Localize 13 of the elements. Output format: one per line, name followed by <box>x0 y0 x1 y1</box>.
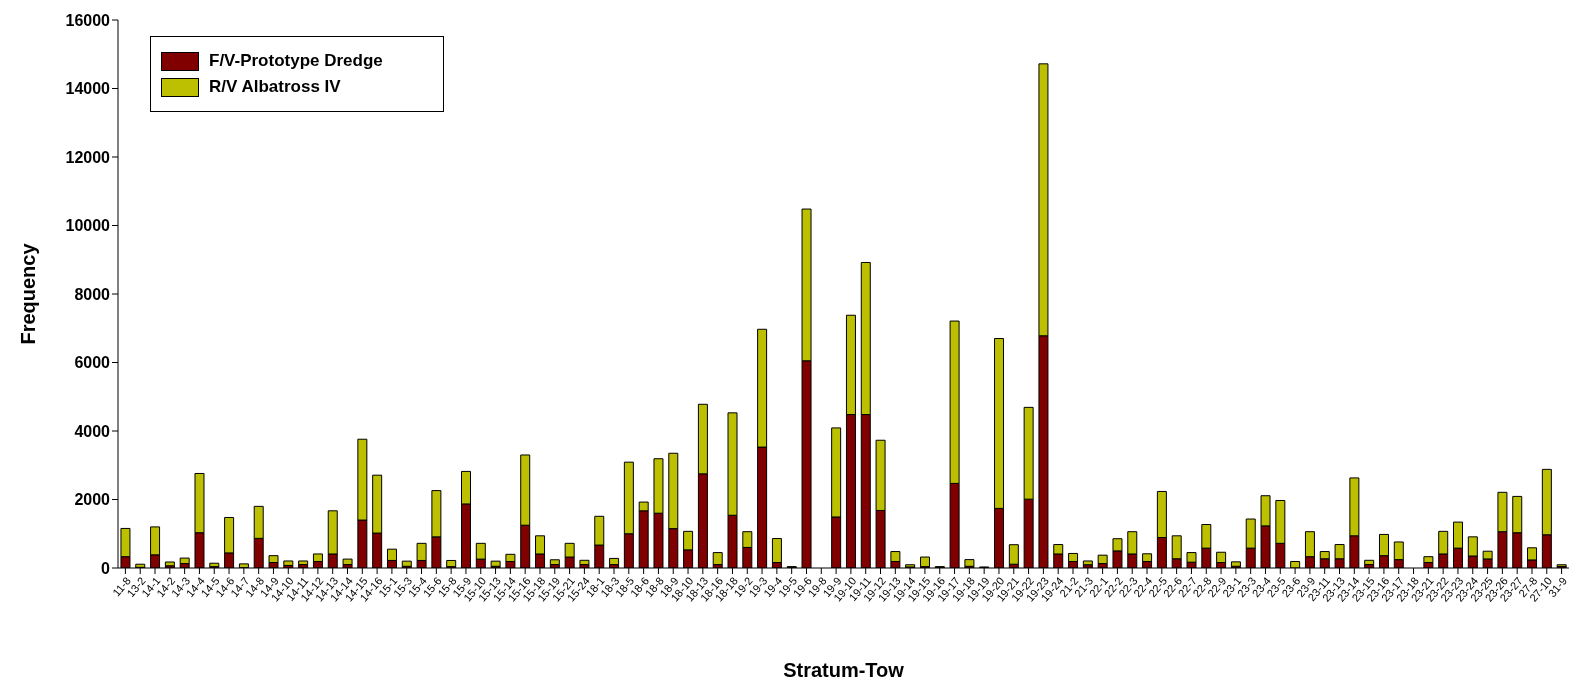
y-tick-label: 12000 <box>65 148 111 166</box>
y-tick-label: 14000 <box>65 80 111 98</box>
y-tick-label: 8000 <box>74 285 111 303</box>
y-tick-label: 4000 <box>74 422 111 440</box>
legend-label: R/V Albatross IV <box>209 77 341 97</box>
legend-label: F/V-Prototype Dredge <box>209 51 383 71</box>
y-tick-label: 16000 <box>65 11 111 29</box>
y-tick-label: 6000 <box>74 354 111 372</box>
y-axis-title: Frequency <box>17 242 40 345</box>
y-tick-label: 0 <box>101 559 111 577</box>
y-tick-label: 2000 <box>74 491 111 509</box>
y-tick-label: 10000 <box>65 217 111 235</box>
x-axis-title: Stratum-Tow <box>783 659 905 682</box>
